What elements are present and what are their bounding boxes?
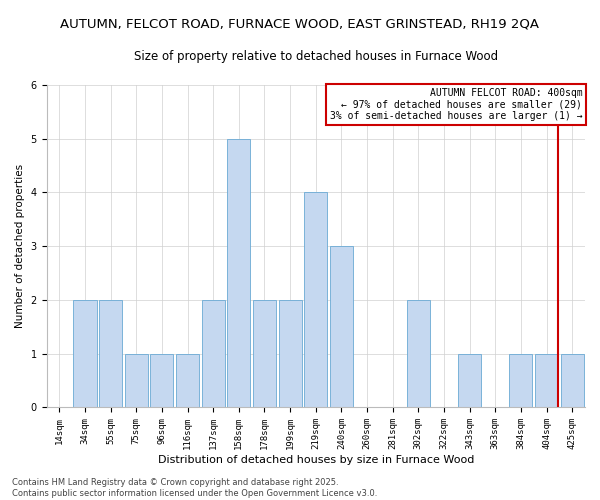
- Bar: [151, 354, 173, 408]
- Bar: [458, 354, 481, 408]
- Bar: [253, 300, 276, 408]
- Bar: [278, 300, 302, 408]
- Y-axis label: Number of detached properties: Number of detached properties: [15, 164, 25, 328]
- Text: Contains HM Land Registry data © Crown copyright and database right 2025.
Contai: Contains HM Land Registry data © Crown c…: [12, 478, 377, 498]
- Text: AUTUMN, FELCOT ROAD, FURNACE WOOD, EAST GRINSTEAD, RH19 2QA: AUTUMN, FELCOT ROAD, FURNACE WOOD, EAST …: [61, 18, 539, 30]
- Text: AUTUMN FELCOT ROAD: 400sqm
← 97% of detached houses are smaller (29)
3% of semi-: AUTUMN FELCOT ROAD: 400sqm ← 97% of deta…: [329, 88, 583, 122]
- Bar: [176, 354, 199, 408]
- Bar: [99, 300, 122, 408]
- Bar: [227, 138, 250, 407]
- Bar: [304, 192, 328, 408]
- Bar: [125, 354, 148, 408]
- Bar: [560, 354, 584, 408]
- Bar: [330, 246, 353, 408]
- X-axis label: Distribution of detached houses by size in Furnace Wood: Distribution of detached houses by size …: [158, 455, 474, 465]
- Title: Size of property relative to detached houses in Furnace Wood: Size of property relative to detached ho…: [134, 50, 498, 63]
- Bar: [73, 300, 97, 408]
- Bar: [407, 300, 430, 408]
- Bar: [509, 354, 532, 408]
- Bar: [535, 354, 558, 408]
- Bar: [202, 300, 225, 408]
